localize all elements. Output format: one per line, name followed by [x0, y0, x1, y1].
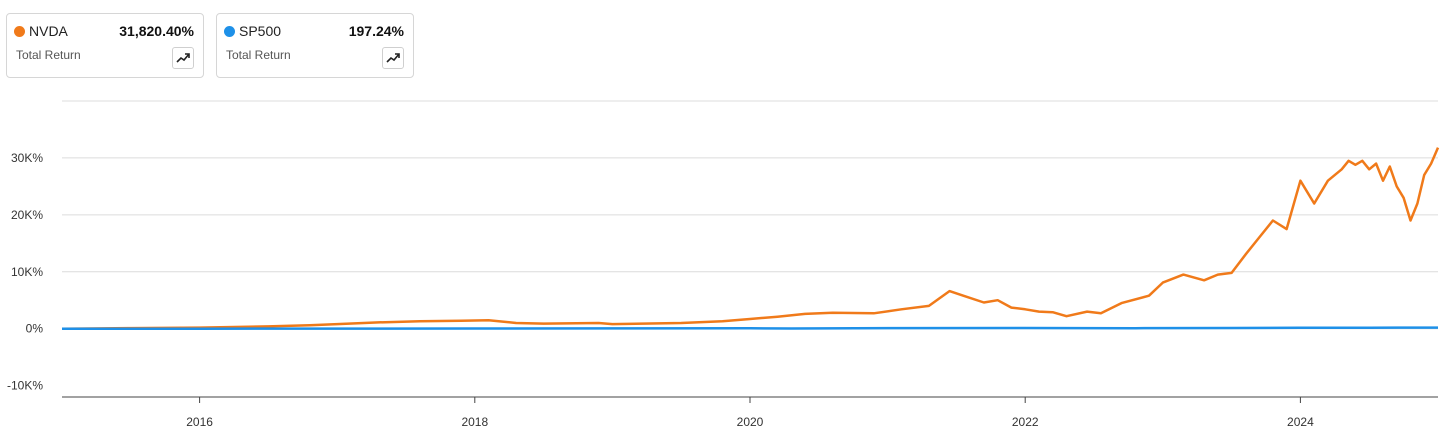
sp500-ticker: SP500: [239, 23, 282, 39]
y-tick-label: -10K%: [7, 379, 43, 393]
sp500-series-line: [62, 326, 1439, 330]
sp500-color-dot: [224, 26, 235, 37]
nvda-subtitle: Total Return: [16, 48, 81, 62]
x-tick-label: 2020: [737, 415, 764, 429]
trending-up-icon: [386, 53, 400, 63]
x-tick-label: 2016: [186, 415, 213, 429]
sp500-legend-card: SP500 197.24% Total Return: [216, 13, 414, 78]
y-tick-label: 20K%: [11, 208, 43, 222]
y-tick-label: 30K%: [11, 151, 43, 165]
nvda-ticker: NVDA: [29, 23, 68, 39]
trending-up-icon: [176, 53, 190, 63]
x-tick-label: 2024: [1287, 415, 1314, 429]
y-tick-label: 10K%: [11, 265, 43, 279]
x-tick-label: 2018: [461, 415, 488, 429]
y-tick-label: 0%: [26, 322, 44, 336]
nvda-total-return-value: 31,820.40%: [119, 23, 194, 39]
x-tick-label: 2022: [1012, 415, 1039, 429]
nvda-series-line: [61, 147, 1440, 330]
sp500-subtitle: Total Return: [226, 48, 291, 62]
sp500-total-return-value: 197.24%: [348, 23, 404, 39]
nvda-color-dot: [14, 26, 25, 37]
sp500-trend-button[interactable]: [382, 47, 404, 69]
nvda-trend-button[interactable]: [172, 47, 194, 69]
nvda-legend-card: NVDA 31,820.40% Total Return: [6, 13, 204, 78]
